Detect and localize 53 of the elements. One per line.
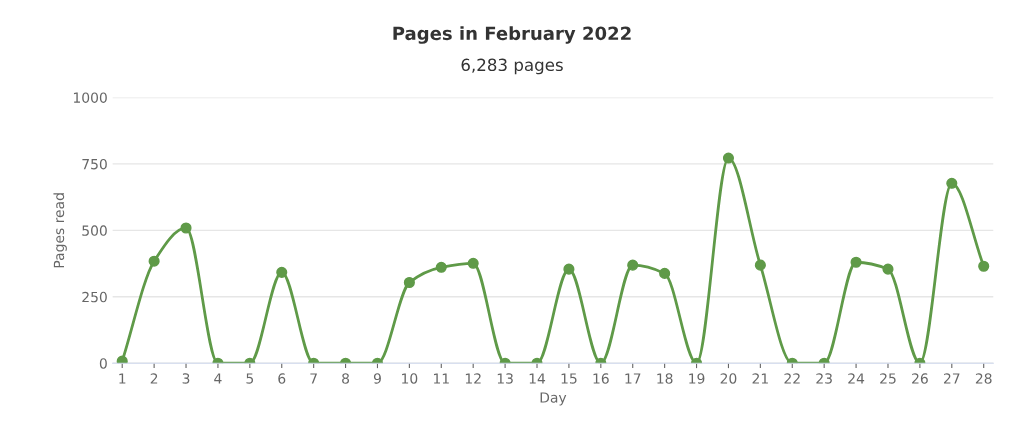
x-tick-label: 14 bbox=[529, 373, 546, 384]
x-tick-label: 10 bbox=[402, 373, 418, 384]
x-tick-label: 20 bbox=[720, 373, 737, 384]
y-tick-label: 1000 bbox=[73, 92, 107, 103]
x-tick-label: 9 bbox=[373, 373, 381, 384]
x-tick-label: 7 bbox=[310, 373, 317, 384]
x-tick-label: 11 bbox=[433, 373, 449, 384]
x-axis-title: Day bbox=[540, 392, 567, 406]
point bbox=[403, 276, 415, 289]
point bbox=[627, 259, 639, 271]
y-tick-label: 500 bbox=[82, 225, 107, 236]
x-tick-label: 19 bbox=[689, 373, 705, 384]
x-tick-label: 23 bbox=[816, 373, 832, 384]
point bbox=[882, 263, 894, 275]
y-axis-title: Pages read bbox=[53, 193, 67, 268]
x-tick-label: 5 bbox=[246, 373, 254, 384]
x-tick-label: 28 bbox=[975, 373, 992, 384]
x-tick-label: 6 bbox=[278, 373, 286, 384]
x-tick-label: 27 bbox=[943, 373, 960, 384]
x-tick-label: 3 bbox=[182, 373, 190, 384]
x-tick-label: 26 bbox=[912, 373, 928, 384]
x-tick-label: 17 bbox=[625, 373, 641, 384]
x-tick-label: 25 bbox=[880, 373, 896, 384]
point bbox=[754, 259, 766, 271]
point bbox=[978, 260, 990, 272]
x-tick-label: 22 bbox=[784, 373, 800, 384]
point bbox=[659, 267, 671, 279]
point bbox=[435, 261, 447, 273]
x-tick-label: 12 bbox=[465, 373, 481, 384]
point bbox=[850, 256, 862, 268]
point bbox=[946, 177, 958, 189]
x-tick-label: 13 bbox=[497, 373, 513, 384]
chart-subtitle: 6,283 pages bbox=[461, 58, 563, 75]
x-tick-label: 8 bbox=[342, 373, 350, 384]
x-tick-label: 1 bbox=[119, 373, 126, 384]
x-tick-label: 15 bbox=[561, 373, 577, 384]
point bbox=[722, 152, 735, 164]
x-tick-label: 18 bbox=[657, 373, 673, 384]
point bbox=[563, 263, 575, 275]
x-tick-label: 4 bbox=[214, 373, 222, 384]
point bbox=[180, 222, 192, 234]
x-tick-label: 21 bbox=[752, 373, 768, 384]
y-tick-label: 750 bbox=[82, 158, 107, 170]
y-tick-label: 0 bbox=[99, 358, 107, 369]
point bbox=[467, 257, 479, 269]
x-tick-label: 2 bbox=[150, 373, 158, 384]
point bbox=[276, 266, 288, 278]
chart-title: Pages in February 2022 bbox=[393, 26, 631, 44]
x-tick-label: 24 bbox=[848, 373, 865, 384]
point bbox=[148, 255, 160, 267]
point bbox=[116, 355, 128, 364]
x-tick-label: 16 bbox=[593, 373, 609, 384]
y-tick-label: 250 bbox=[82, 291, 107, 303]
